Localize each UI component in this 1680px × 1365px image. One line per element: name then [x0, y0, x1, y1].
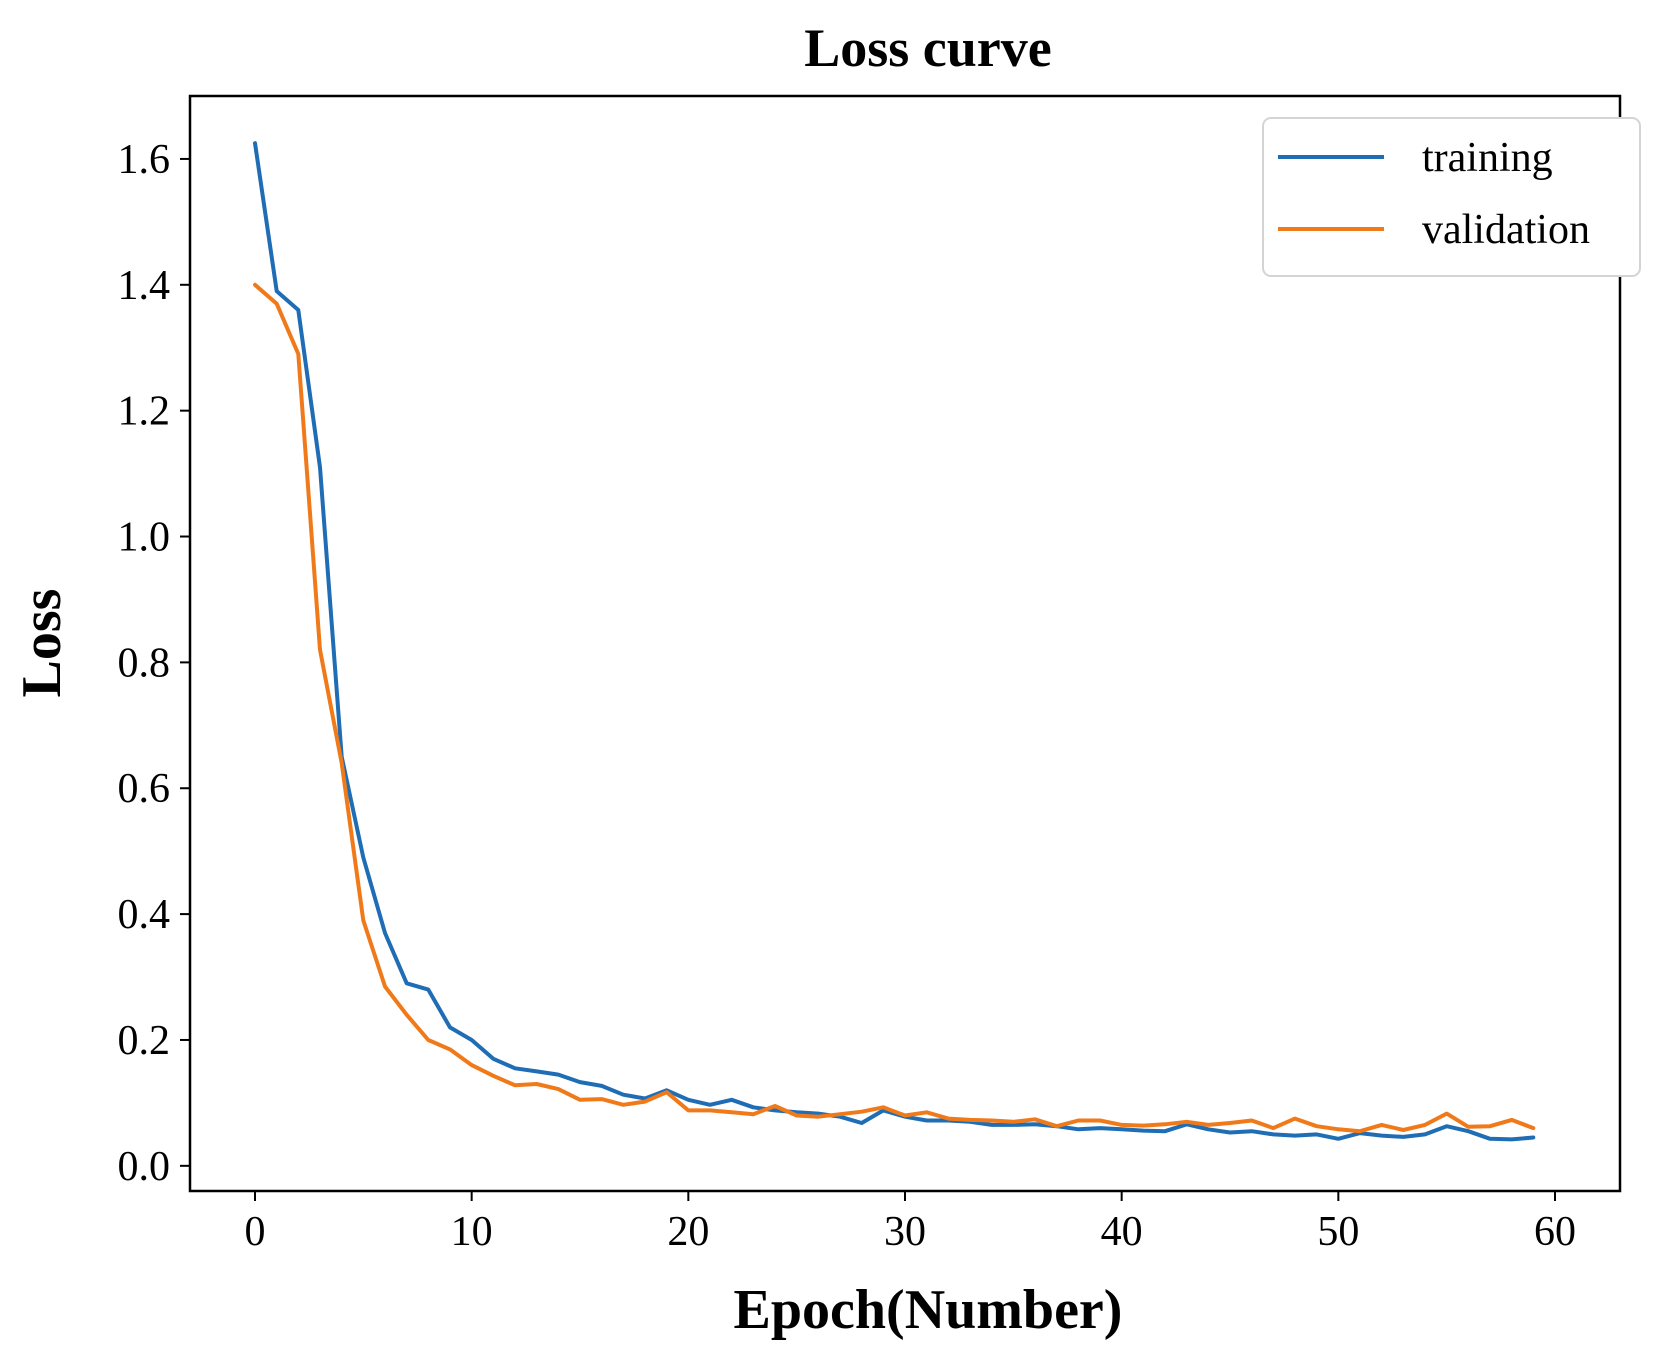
legend-label-training: training: [1422, 135, 1553, 181]
chart-title: Loss curve: [804, 18, 1051, 78]
y-tick-label: 1.6: [118, 137, 171, 183]
x-tick-label: 50: [1317, 1209, 1359, 1255]
x-tick-label: 0: [245, 1209, 266, 1255]
y-tick-label: 0.0: [118, 1144, 171, 1190]
x-axis-ticks: 0 10 20 30 40 50 60: [245, 1191, 1576, 1255]
x-tick-label: 20: [667, 1209, 709, 1255]
x-axis-title: Epoch(Number): [734, 1279, 1123, 1341]
y-tick-label: 0.8: [118, 640, 171, 686]
y-tick-label: 0.4: [118, 892, 171, 938]
legend-label-validation: validation: [1422, 207, 1590, 253]
x-tick-label: 60: [1534, 1209, 1576, 1255]
x-tick-label: 30: [884, 1209, 926, 1255]
y-tick-label: 0.6: [118, 766, 171, 812]
y-tick-label: 1.0: [118, 515, 171, 561]
y-tick-label: 1.2: [118, 389, 171, 435]
y-tick-label: 0.2: [118, 1018, 171, 1064]
x-tick-label: 10: [451, 1209, 493, 1255]
legend: training validation: [1262, 117, 1641, 277]
validation-series-line: [253, 282, 1536, 1134]
series-lines: [253, 141, 1536, 1142]
y-tick-label: 1.4: [118, 263, 171, 309]
training-series-line: [253, 141, 1536, 1142]
y-axis-title: Loss: [11, 589, 73, 698]
x-tick-label: 40: [1101, 1209, 1143, 1255]
y-axis-ticks: 0.0 0.2 0.4 0.6 0.8 1.0 1.2 1.4 1.6: [118, 137, 190, 1190]
